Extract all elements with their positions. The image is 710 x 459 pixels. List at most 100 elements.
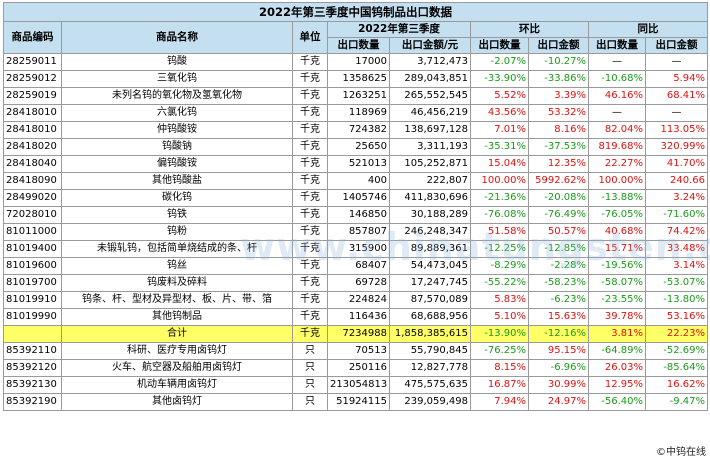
cell-unit: 千克 [292,325,328,343]
cell-amount: 3,712,473 [389,53,471,71]
cell-mom-qty: -12.25% [470,240,529,258]
header-unit: 单位 [292,21,328,54]
cell-amount: 222,807 [389,172,471,190]
cell-yoy-amount: 41.70% [644,155,709,173]
cell-yoy-qty: 15.71% [588,240,646,258]
cell-amount: 289,043,851 [389,70,471,88]
header-yoy-qty: 出口数量 [588,37,646,54]
table-row: 28418010 六氯化钨 千克 118969 46,456,219 43.56% 53.3… [3,104,709,122]
export-data-table: 2022年第三季度中国钨制品出口数据 商品编码 商品名称 单位 2022年第三季… [2,2,709,411]
cell-mom-qty: 100.00% [470,172,529,190]
header-yoy: 同比 [587,21,709,38]
cell-mom-qty: 51.58% [470,223,529,241]
table-row: 28418040 偏钨酸铵 千克 521013 105,252,871 15.04% 12.… [3,155,709,173]
cell-qty: 68407 [327,257,390,275]
cell-yoy-amount: 3.14% [644,257,709,275]
cell-code: 81019910 [3,291,62,309]
cell-name: 六氯化钨 [61,104,293,122]
cell-code: 28418020 [3,138,62,156]
header-name: 商品名称 [61,21,293,54]
table-row: 81019400 未锻轧钨，包括简单烧结成的条、杆 千克 315900 89,889,3… [3,240,709,258]
cell-qty: 51924115 [327,393,390,411]
cell-mom-qty: 5.83% [470,291,529,309]
cell-qty: 146850 [327,206,390,224]
cell-amount: 1,858,385,615 [389,325,471,343]
cell-code: 28418040 [3,155,62,173]
cell-yoy-amount: 53.16% [644,308,709,326]
cell-code: 85392120 [3,359,62,377]
cell-code: 85392130 [3,376,62,394]
cell-yoy-qty: 40.68% [588,223,646,241]
cell-code: 28259012 [3,70,62,88]
cell-mom-amount: 3.39% [528,87,589,105]
cell-mom-qty: -8.29% [470,257,529,275]
cell-yoy-qty: — [588,104,646,122]
cell-yoy-amount: -85.64% [644,359,709,377]
cell-mom-amount: 50.57% [528,223,589,241]
cell-name: 钨粉 [61,223,293,241]
cell-unit: 千克 [292,172,328,190]
header-code: 商品编码 [3,21,62,54]
cell-yoy-amount: 3.24% [644,189,709,207]
cell-mom-qty: -55.22% [470,274,529,292]
cell-amount: 87,570,089 [389,291,471,309]
cell-code: 81019990 [3,308,62,326]
cell-mom-amount: -12.85% [528,240,589,258]
cell-yoy-amount: 5.94% [644,70,709,88]
cell-yoy-qty: 819.68% [588,138,646,156]
cell-mom-amount: -20.08% [528,189,589,207]
cell-amount: 46,456,219 [389,104,471,122]
cell-name: 未锻轧钨，包括简单烧结成的条、杆 [61,240,293,258]
table-row: 28418020 钨酸钠 千克 25650 3,311,193 -35.31% -37.53… [3,138,709,156]
header-amount: 出口金额/元 [389,37,471,54]
table-body: 28259011 钨酸 千克 17000 3,712,473 -2.07% -10.27% —… [3,53,709,411]
table-row: 85392190 其他卤钨灯只 51924115 239,059,498 7.94% 24… [3,393,709,411]
cell-name: 其他钨制品 [61,308,293,326]
cell-yoy-qty: 22.27% [588,155,646,173]
cell-name: 钨废料及碎料 [61,274,293,292]
cell-unit: 千克 [292,274,328,292]
cell-unit: 千克 [292,257,328,275]
table-row: 81019600 钨丝 千克 68407 54,473,045 -8.29% -2.28% -… [3,257,709,275]
cell-qty: 724382 [327,121,390,139]
header-qty: 出口数量 [327,37,390,54]
cell-amount: 265,552,545 [389,87,471,105]
cell-yoy-amount: 68.41% [644,87,709,105]
table-row: 72028010 钨铁 千克 146850 30,188,289 -76.08% -76.4… [3,206,709,224]
cell-mom-qty: -21.36% [470,189,529,207]
cell-unit: 千克 [292,206,328,224]
cell-yoy-qty: 3.81% [588,325,646,343]
cell-mom-amount: -33.86% [528,70,589,88]
table-row: 28418090 其他钨酸盐 千克 400 222,807 100.00% 5992.62%… [3,172,709,190]
cell-name: 仲钨酸铵 [61,121,293,139]
cell-yoy-qty: 39.78% [588,308,646,326]
cell-name: 三氧化钨 [61,70,293,88]
cell-mom-amount: -76.49% [528,206,589,224]
cell-name: 科研、医疗专用卤钨灯 [61,342,293,360]
cell-qty: 25650 [327,138,390,156]
cell-amount: 55,790,845 [389,342,471,360]
table-row: 85392110 科研、医疗专用卤钨灯只 70513 55,790,845 -76.25… [3,342,709,360]
cell-mom-qty: 5.10% [470,308,529,326]
cell-mom-qty: -33.90% [470,70,529,88]
cell-amount: 246,248,347 [389,223,471,241]
cell-yoy-qty: 12.95% [588,376,646,394]
header-mom: 环比 [470,21,589,38]
cell-code: 72028010 [3,206,62,224]
cell-code: 28418090 [3,172,62,190]
cell-yoy-qty: 46.16% [588,87,646,105]
table-row: 85392120 火车、航空器及船舶用卤钨灯只 250116 12,827,778 8.… [3,359,709,377]
cell-yoy-qty: — [588,53,646,71]
cell-yoy-amount: 240.66 [644,172,709,190]
cell-amount: 239,059,498 [389,393,471,411]
cell-code: 81019600 [3,257,62,275]
cell-unit: 千克 [292,291,328,309]
cell-name: 其他钨酸盐 [61,172,293,190]
site-logo: ©中钨在线 [656,447,706,458]
cell-qty: 315900 [327,240,390,258]
cell-qty: 116436 [327,308,390,326]
header-yoy-amount: 出口金额 [644,37,709,54]
cell-yoy-amount: — [644,104,709,122]
cell-amount: 475,575,635 [389,376,471,394]
cell-mom-qty: 43.56% [470,104,529,122]
